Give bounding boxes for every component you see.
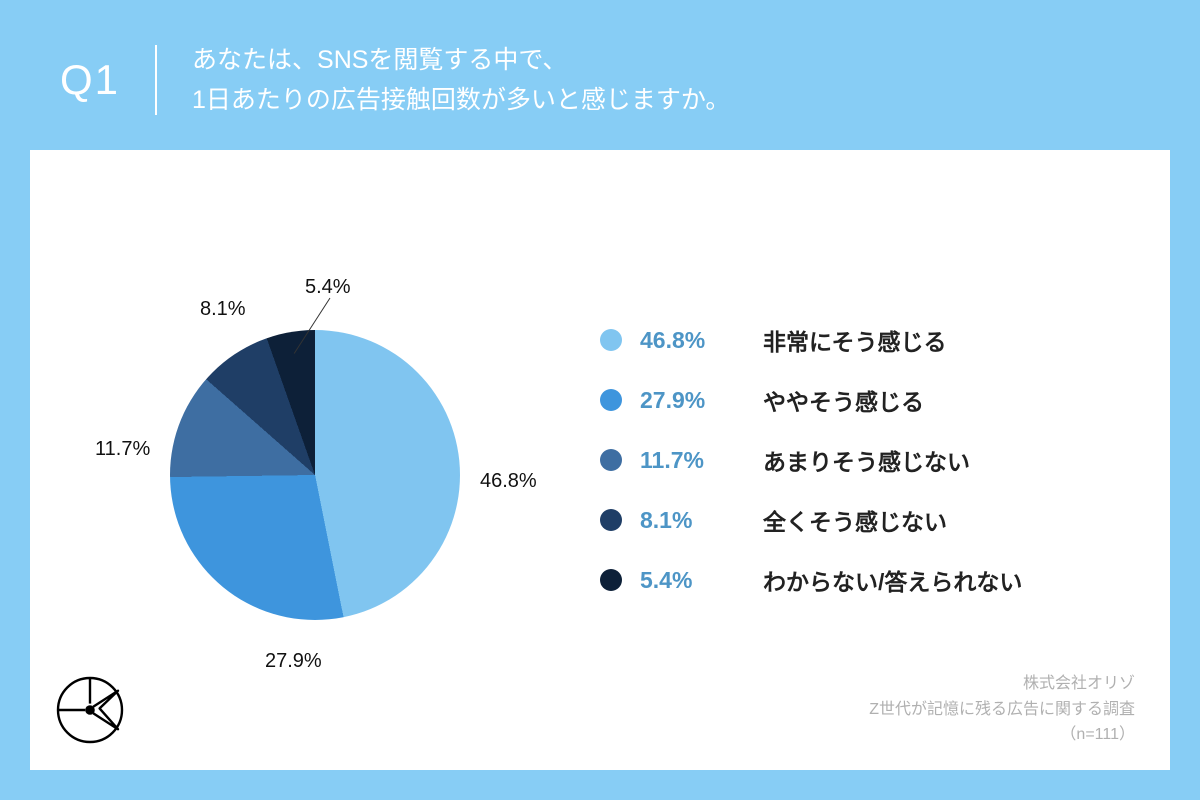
footer-survey: Z世代が記憶に残る広告に関する調査 bbox=[869, 697, 1135, 723]
pie-slice-label: 8.1% bbox=[200, 298, 246, 321]
legend-percent: 5.4% bbox=[640, 567, 745, 594]
pie-chart bbox=[170, 330, 460, 620]
pie-slice-label: 5.4% bbox=[305, 276, 351, 299]
chart-panel: 46.8% 27.9% 11.7% 8.1% 5.4% 46.8% 非常にそう感じる 27.… bbox=[30, 150, 1170, 770]
legend-label: わからない/答えられない bbox=[763, 563, 1022, 597]
legend-label: 全くそう感じない bbox=[763, 503, 947, 537]
pie-slice-label: 46.8% bbox=[480, 470, 537, 493]
legend-item: 8.1% 全くそう感じない bbox=[600, 503, 1110, 537]
question-line2: 1日あたりの広告接触回数が多いと感じますか。 bbox=[192, 86, 730, 114]
legend-label: あまりそう感じない bbox=[763, 443, 970, 477]
question-line1: あなたは、SNSを閲覧する中で、 bbox=[192, 46, 567, 74]
legend-marker bbox=[600, 329, 622, 351]
question-number: Q1 bbox=[60, 56, 120, 104]
pie-chart-area: 46.8% 27.9% 11.7% 8.1% 5.4% bbox=[70, 220, 550, 700]
footer-company: 株式会社オリゾ bbox=[869, 671, 1135, 697]
header-divider bbox=[155, 45, 157, 115]
legend-item: 11.7% あまりそう感じない bbox=[600, 443, 1110, 477]
pie-slice-label: 11.7% bbox=[95, 438, 150, 461]
legend-marker bbox=[600, 449, 622, 471]
footer-n: （n=111） bbox=[869, 722, 1135, 748]
legend-marker bbox=[600, 389, 622, 411]
legend-marker bbox=[600, 509, 622, 531]
legend-marker bbox=[600, 569, 622, 591]
legend-percent: 8.1% bbox=[640, 507, 745, 534]
legend-percent: 27.9% bbox=[640, 387, 745, 414]
legend-item: 46.8% 非常にそう感じる bbox=[600, 323, 1110, 357]
legend-item: 5.4% わからない/答えられない bbox=[600, 563, 1110, 597]
legend-label: 非常にそう感じる bbox=[763, 323, 947, 357]
legend-percent: 46.8% bbox=[640, 327, 745, 354]
legend-label: ややそう感じる bbox=[763, 383, 924, 417]
infographic-container: Q1 あなたは、SNSを閲覧する中で、 1日あたりの広告接触回数が多いと感じます… bbox=[0, 0, 1200, 800]
pie-slice-label: 27.9% bbox=[265, 650, 322, 673]
legend-percent: 11.7% bbox=[640, 447, 745, 474]
footer-credits: 株式会社オリゾ Z世代が記憶に残る広告に関する調査 （n=111） bbox=[869, 671, 1135, 748]
legend: 46.8% 非常にそう感じる 27.9% ややそう感じる 11.7% あまりそう感じない 8… bbox=[550, 323, 1110, 597]
brand-logo bbox=[50, 670, 130, 750]
question-text: あなたは、SNSを閲覧する中で、 1日あたりの広告接触回数が多いと感じますか。 bbox=[192, 40, 730, 120]
legend-item: 27.9% ややそう感じる bbox=[600, 383, 1110, 417]
header: Q1 あなたは、SNSを閲覧する中で、 1日あたりの広告接触回数が多いと感じます… bbox=[0, 0, 1200, 150]
